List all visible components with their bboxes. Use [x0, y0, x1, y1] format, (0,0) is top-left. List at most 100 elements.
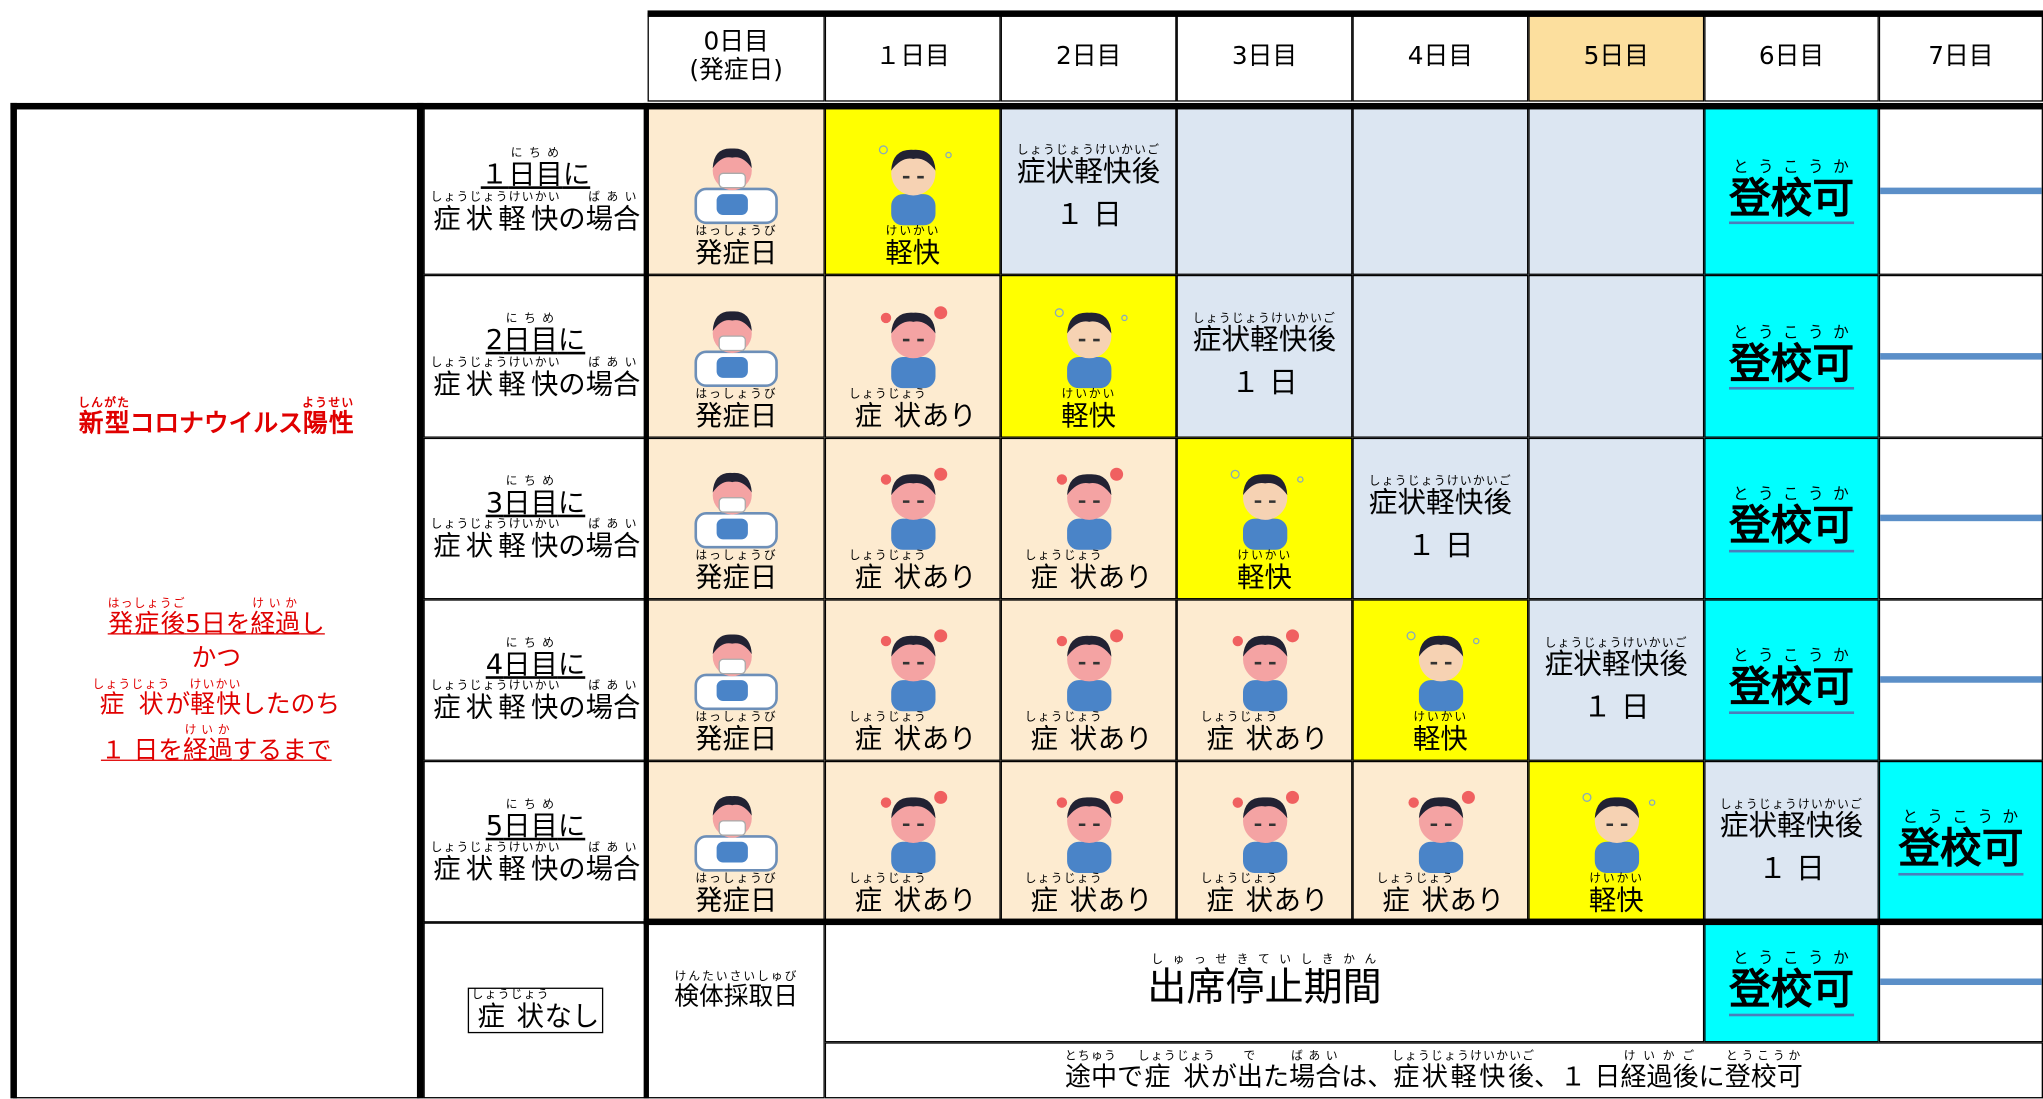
text: 2: [485, 324, 504, 357]
text-line: 登校可とうこうか: [1728, 485, 1855, 553]
ruby-reading: しょうじょう: [1376, 872, 1455, 886]
text: あり: [921, 884, 977, 916]
ruby-text: 症状軽快後しょうじょうけいかいご: [1720, 799, 1863, 843]
text-line: 症状しょうじょうあり: [1025, 711, 1153, 754]
text-line: 検体採取日けんたいさいしゅび: [674, 970, 798, 1011]
text-block: 5日目にちめに 症状軽快しょうじょうけいかいの場合ばあい: [431, 799, 641, 885]
thick-border: [10, 102, 2043, 110]
ruby-reading: しょうじょうけいかいご: [1016, 144, 1161, 158]
base-text: 症状: [848, 561, 928, 593]
text-line: 症状軽快後しょうじょうけいかいご: [1369, 476, 1512, 521]
day-header: 5日目: [1528, 13, 1705, 102]
day-cell: 症状しょうじょうあり: [1176, 760, 1353, 923]
text: 4: [485, 648, 504, 680]
ruby-text: 場合ばあい: [586, 519, 641, 562]
text-block: 途中とちゅうで症状しょうじょうが出でた場合ばあいは、症状軽快後しょうじょうけいか…: [1065, 1050, 1803, 1092]
text-line: 症状しょうじょうなし: [472, 989, 600, 1032]
text-line: 症状しょうじょうあり: [1377, 873, 1505, 916]
text: 3: [485, 487, 504, 519]
day-cell: [1878, 599, 2043, 761]
person-icon: [1056, 467, 1123, 550]
day-cell: [1176, 106, 1353, 275]
person-icon: [1407, 790, 1475, 873]
ruby-text: 症状しょうじょう: [849, 388, 927, 431]
ruby-text: 経過けいか: [183, 725, 233, 766]
row-label: 2日目にちめに 症状軽快しょうじょうけいかいの場合ばあい: [423, 274, 648, 438]
day-cell: 症状しょうじょうあり: [824, 437, 1001, 600]
note: 途中とちゅうで症状しょうじょうが出でた場合ばあいは、症状軽快後しょうじょうけいか…: [824, 1042, 2043, 1099]
base-text: 発症日: [695, 561, 778, 593]
base-text: 軽快: [1061, 399, 1116, 432]
ruby-text: 発症日はっしょうび: [695, 225, 777, 268]
text-block: 症状しょうじょうあり: [1025, 873, 1153, 916]
text-line: 2日目にちめに: [431, 313, 641, 356]
text-block: 症状軽快後しょうじょうけいかいご １ 日: [1017, 145, 1160, 233]
ruby-text: 症状しょうじょう: [1025, 711, 1103, 754]
day-header: 3日目: [1176, 13, 1353, 102]
text: １ 日を: [100, 736, 184, 766]
ruby-text: 症状しょうじょう: [1025, 550, 1103, 593]
ruby-reading: しょうじょう: [1200, 872, 1279, 886]
ruby-reading: しょうじょう: [848, 872, 928, 886]
ruby-reading: ばあい: [585, 356, 641, 370]
text-block: 症状しょうじょうあり: [849, 550, 977, 593]
ruby-text: 途中とちゅう: [1064, 1050, 1118, 1092]
text: た: [1262, 1059, 1290, 1092]
ruby-text: 軽快けいかい: [1061, 388, 1116, 432]
person-icon: [880, 306, 947, 389]
base-text: 症状: [848, 399, 928, 432]
text: 3日目: [1231, 41, 1298, 71]
base-text: 途中: [1064, 1059, 1118, 1092]
text-line: 症状軽快しょうじょうけいかいの場合ばあい: [431, 680, 641, 723]
text-block: 4日目にちめに 症状軽快しょうじょうけいかいの場合ばあい: [431, 637, 641, 723]
day-cell: 症状しょうじょうあり: [1000, 760, 1177, 923]
text: １日目: [875, 41, 950, 71]
text-block: 症状しょうじょうあり: [1025, 711, 1153, 754]
text: の: [558, 853, 586, 885]
text-line: 症状しょうじょうあり: [1025, 550, 1153, 593]
person-icon: [1405, 631, 1479, 712]
text-line: 症状しょうじょうあり: [849, 873, 977, 916]
day-cell: [1528, 274, 1705, 438]
base-text: 登校可: [1728, 500, 1855, 550]
base-text: 場合: [585, 691, 641, 724]
text: し: [300, 609, 325, 639]
ruby-text: 場合ばあい: [586, 842, 641, 885]
text-line: 発症日はっしょうび: [695, 225, 777, 268]
ruby-reading: けいかい: [1588, 872, 1644, 886]
text-block: 6日目: [1759, 42, 1824, 71]
text: 5日目: [1583, 41, 1649, 71]
base-text: 症状軽快後: [1391, 1059, 1536, 1092]
text: あり: [1097, 722, 1153, 755]
base-text: 症状: [1200, 722, 1279, 755]
ruby-reading: しょうじょう: [1024, 549, 1103, 563]
text-line: 登校可とうこうか: [1728, 157, 1855, 225]
base-text: 症状軽快: [430, 853, 561, 885]
ruby-reading: しょうじょうけいかいご: [1719, 798, 1864, 812]
ruby-reading: にちめ: [508, 147, 563, 161]
text: １ 日: [1758, 853, 1825, 887]
text-line: １ 日: [1369, 531, 1512, 564]
day-cell: 発症日はっしょうび: [647, 760, 825, 923]
base-text: 症状軽快後: [1544, 648, 1688, 682]
continue-arrow: [1880, 352, 2042, 359]
text-line: 登校可とうこうか: [1898, 808, 2024, 876]
ruby-reading: けいかい: [885, 225, 941, 239]
text: １ 日: [1055, 199, 1122, 233]
text-line: 新型しんがたコロナウイルス陽性ようせい: [78, 397, 354, 438]
text: に: [557, 810, 586, 842]
person-icon: [878, 145, 952, 226]
text-block: 軽快けいかい: [1061, 388, 1116, 431]
text-line: 症状しょうじょうあり: [849, 711, 977, 754]
ruby-text: 軽快けいかい: [1589, 873, 1644, 916]
text: コロナウイルス: [129, 409, 303, 438]
day-header: 4日目: [1352, 13, 1529, 102]
text-line: 症状しょうじょうあり: [1201, 711, 1329, 754]
base-text: 発症日: [695, 722, 778, 755]
text-block: 3日目: [1231, 41, 1298, 71]
ruby-text: 発症日はっしょうび: [695, 550, 778, 593]
base-text: 軽快: [885, 236, 941, 269]
day-cell: 登校可とうこうか: [1704, 599, 1879, 761]
thick-border: [416, 102, 424, 1099]
